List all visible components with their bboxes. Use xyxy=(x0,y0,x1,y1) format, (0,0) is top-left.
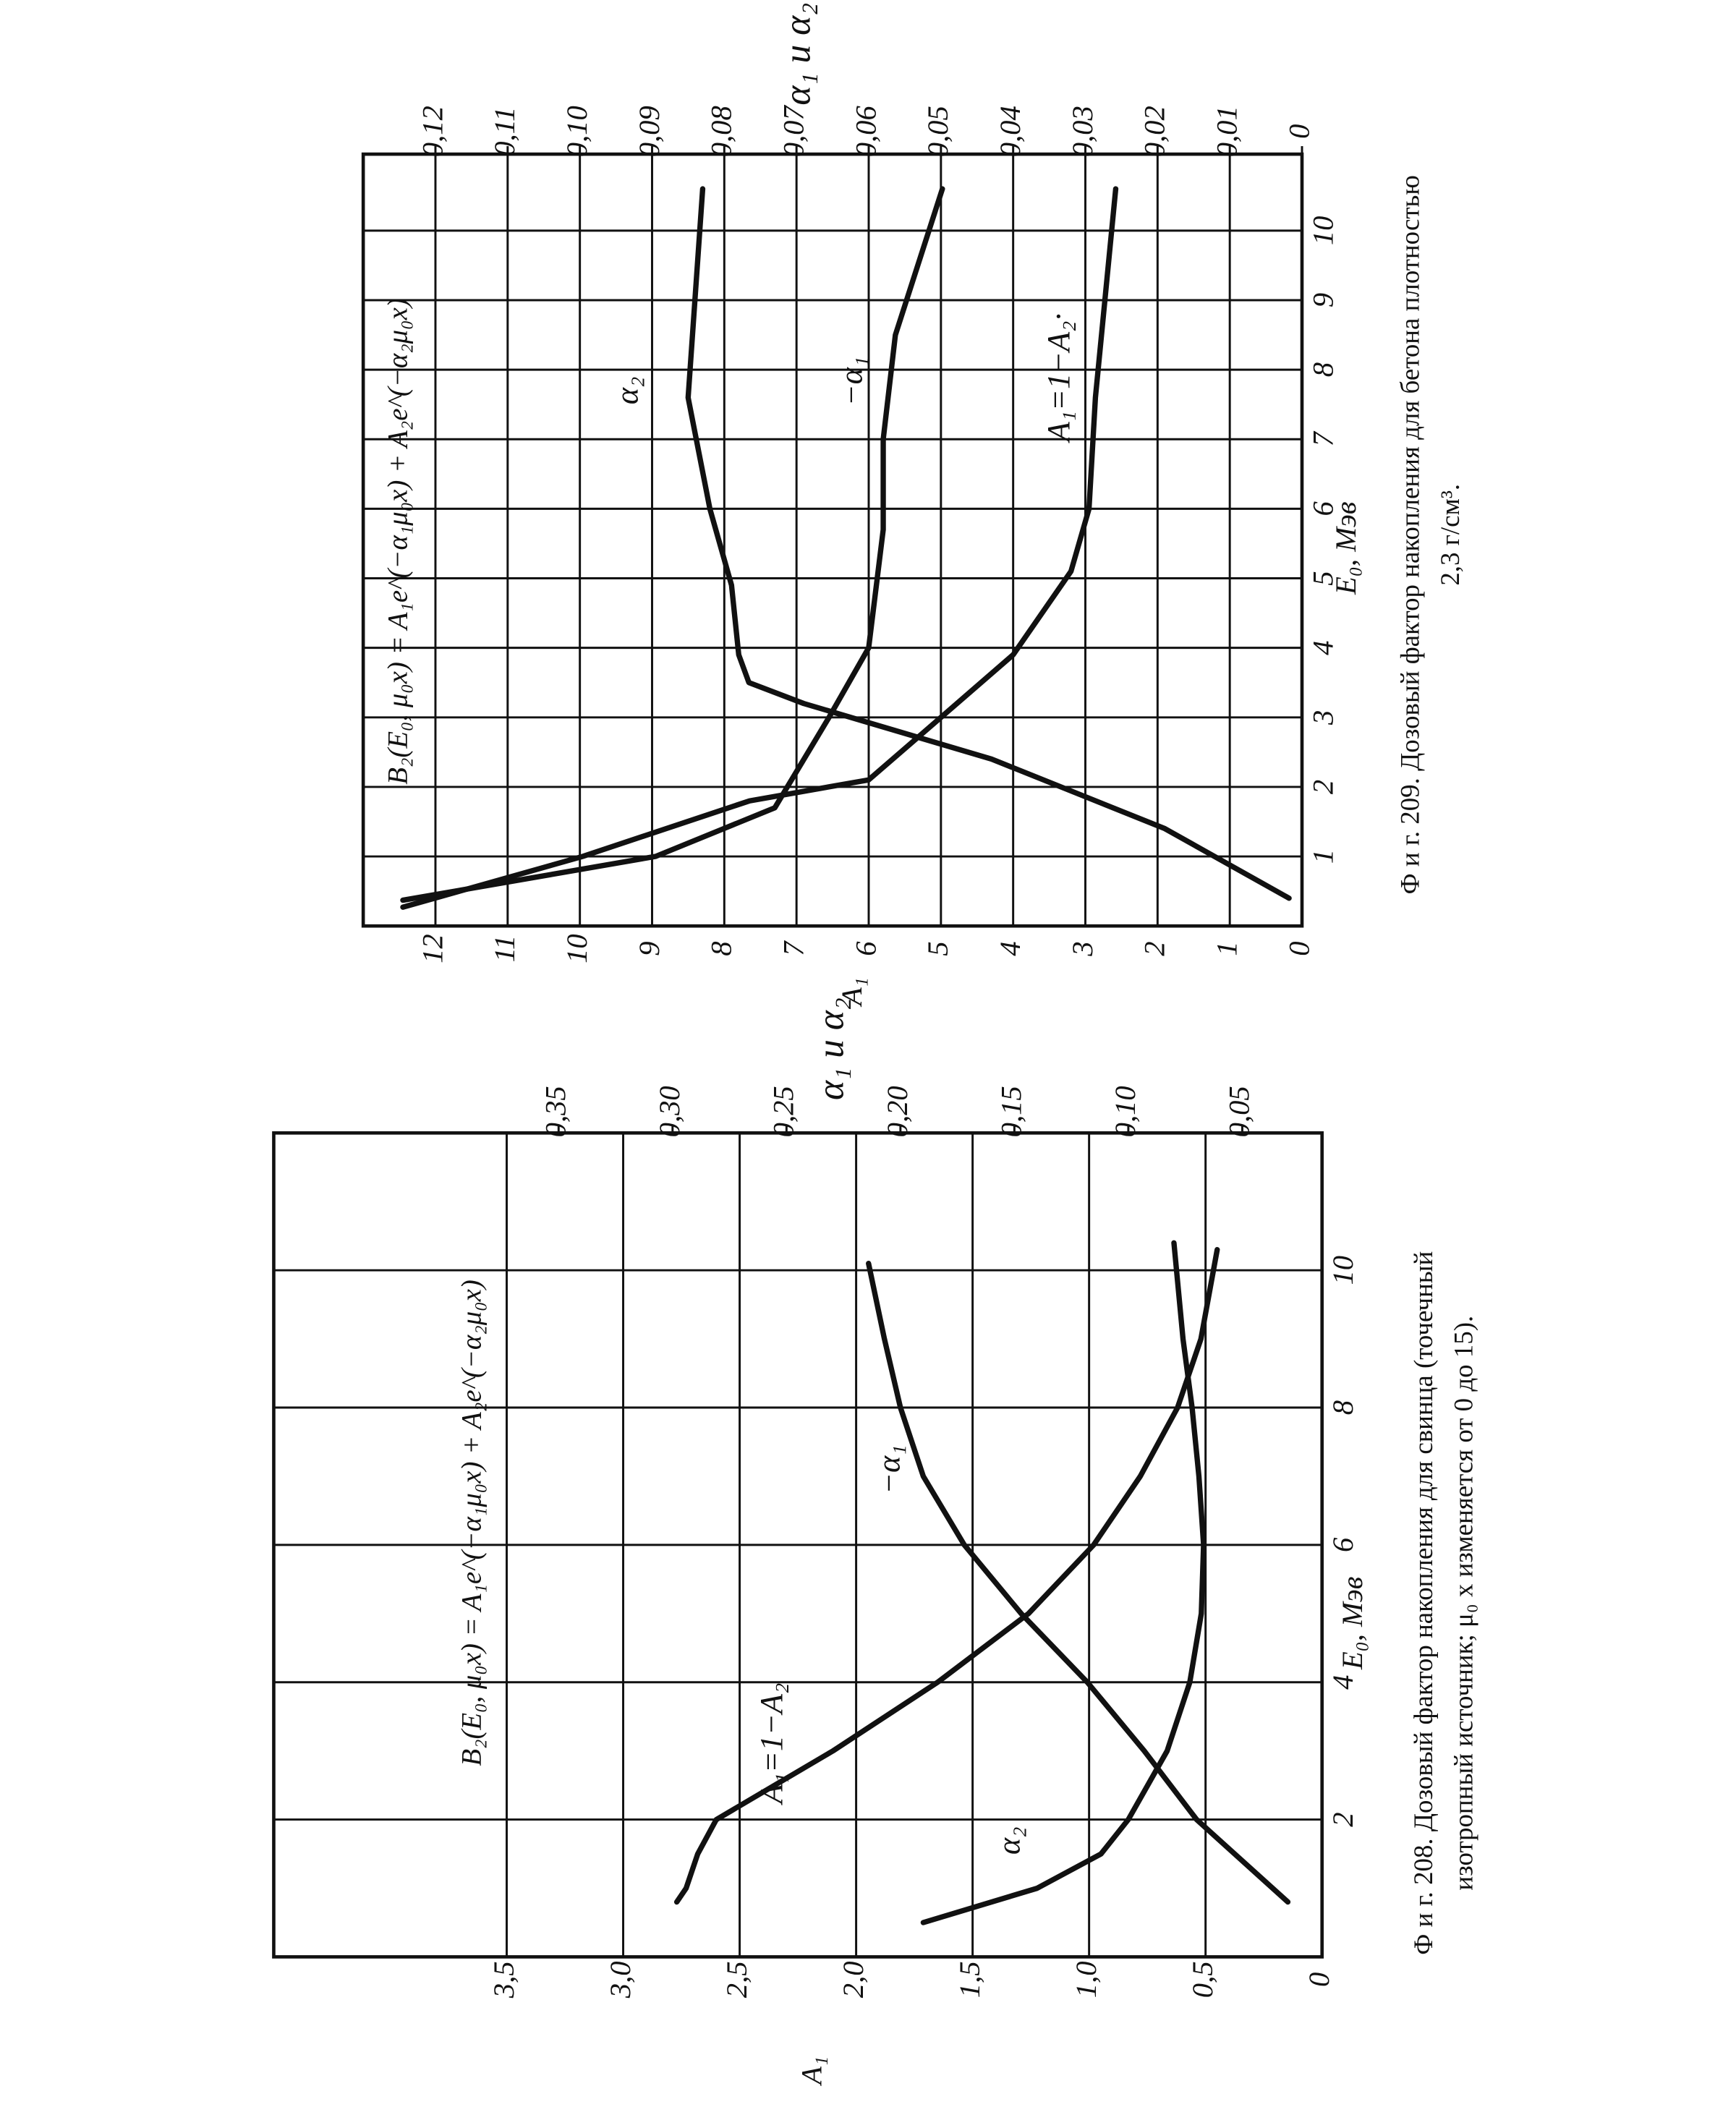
y2-tick-label: 0,12 xyxy=(416,106,448,157)
plot-frame xyxy=(361,152,1304,928)
x-tick-label: 7 xyxy=(1307,430,1340,446)
x-tick-label: 10 xyxy=(1327,1256,1359,1285)
x-tick-label: 6 xyxy=(1307,501,1340,516)
y-axis-title: A₁ xyxy=(795,2056,827,2087)
y-tick-label: 11 xyxy=(488,935,521,963)
y2-tick-label: 0,09 xyxy=(633,106,665,157)
y2-tick-label: 0,10 xyxy=(561,106,593,157)
y-tick-label: 5 xyxy=(922,941,954,955)
y-tick-label: 0 xyxy=(1303,1972,1335,1987)
y-tick-label: 2,5 xyxy=(720,1961,753,1998)
series-label: α₂ xyxy=(610,377,645,405)
y2-tick-label: 0,07 xyxy=(777,105,809,158)
formula: B₂(E₀, μ₀x) = A₁e^(−α₁μ₀x) + A₂e^(−α₂μ₀x… xyxy=(383,298,414,784)
y2-tick-label: 0,30 xyxy=(653,1086,686,1137)
x-tick-label: 6 xyxy=(1327,1537,1359,1552)
y2-tick-label: 0,04 xyxy=(994,106,1026,157)
y-tick-label: 3 xyxy=(1066,941,1099,956)
x-tick-label: 8 xyxy=(1307,362,1340,377)
x-tick-label: 8 xyxy=(1327,1400,1359,1415)
y2-tick-label: 0,11 xyxy=(488,107,521,156)
series-label: −α₁ xyxy=(834,357,869,406)
x-tick-label: 5 xyxy=(1307,571,1340,585)
series-label: α₂ xyxy=(992,1826,1027,1855)
y-tick-label: 10 xyxy=(561,934,593,963)
data-line xyxy=(400,186,945,903)
y2-tick-label: 0,05 xyxy=(922,106,954,157)
y2-tick-label: 0,25 xyxy=(767,1086,800,1137)
y2-tick-label: 0,15 xyxy=(995,1086,1028,1137)
series-label: −α₁ xyxy=(871,1444,906,1494)
y-tick-label: 8 xyxy=(705,941,738,955)
x-tick-label: 1 xyxy=(1307,849,1340,864)
y-tick-label: 1,0 xyxy=(1070,1961,1102,1998)
x-axis-title: E₀, Мэв xyxy=(1329,501,1362,595)
y-tick-label: 6 xyxy=(849,941,882,956)
y2-tick-label: 0,05 xyxy=(1223,1086,1256,1137)
x-tick-label: 10 xyxy=(1307,216,1340,246)
data-line xyxy=(400,186,1119,910)
y-tick-label: 2 xyxy=(1139,941,1171,955)
y2-axis-title: α₁ и α₂ xyxy=(778,3,819,106)
y-tick-label: 4 xyxy=(994,941,1026,955)
y-tick-label: 2,0 xyxy=(837,1961,869,1998)
formula: B₂(E₀, μ₀x) = A₁e^(−α₁μ₀x) + A₂e^(−α₂μ₀x… xyxy=(456,1280,487,1766)
y-tick-label: 1 xyxy=(1210,941,1243,955)
data-line xyxy=(673,1247,1220,1905)
y-tick-label: 12 xyxy=(416,934,448,963)
data-line xyxy=(685,186,1292,901)
y2-axis-title: α₁ и α₂ xyxy=(811,997,852,1100)
caption: изотропный источник; μ₀ x изменяется от … xyxy=(1449,1316,1479,1891)
caption: 2,3 г/см³. xyxy=(1435,484,1465,586)
y-tick-label: 9 xyxy=(633,941,665,955)
y-tick-label: 3,5 xyxy=(488,1961,520,1999)
caption: Ф и г. 209. Дозовый фактор накопления дл… xyxy=(1395,175,1425,894)
y2-tick-label: 0,06 xyxy=(849,106,882,158)
series-label: A₁=1−A₂ xyxy=(754,1683,789,1806)
y2-tick-label: 0,08 xyxy=(705,106,738,157)
y2-tick-label: 0,35 xyxy=(540,1086,572,1137)
x-tick-label: 3 xyxy=(1307,710,1340,725)
y-axis-title: A₁ xyxy=(835,977,868,1008)
data-line xyxy=(866,1261,1291,1905)
y2-tick-label: 0,03 xyxy=(1066,106,1099,157)
y2-tick-label: 0,02 xyxy=(1139,106,1171,157)
caption: Ф и г. 208. Дозовый фактор накопления дл… xyxy=(1408,1251,1439,1955)
y2-tick-label: 0,20 xyxy=(881,1086,914,1137)
y2-tick-label: 0,10 xyxy=(1109,1086,1141,1137)
x-axis-title: E₀, Мэв xyxy=(1336,1577,1369,1671)
x-tick-label: 4 xyxy=(1307,641,1340,655)
x-tick-label: 4 xyxy=(1327,1675,1359,1690)
y-tick-label: 0,5 xyxy=(1186,1961,1219,1998)
y-tick-label: 0 xyxy=(1282,941,1315,955)
y-tick-label: 3,0 xyxy=(604,1961,637,1999)
x-tick-label: 9 xyxy=(1307,293,1340,307)
y2-tick-label: 0,01 xyxy=(1210,106,1243,157)
y2-tick-label: 0 xyxy=(1282,124,1315,139)
y-tick-label: 7 xyxy=(777,940,809,956)
x-tick-label: 2 xyxy=(1307,780,1340,794)
data-line xyxy=(920,1240,1207,1925)
x-tick-label: 2 xyxy=(1327,1812,1359,1826)
series-label: A₁=1−A₂· xyxy=(1041,312,1076,443)
y-tick-label: 1,5 xyxy=(953,1961,986,1998)
